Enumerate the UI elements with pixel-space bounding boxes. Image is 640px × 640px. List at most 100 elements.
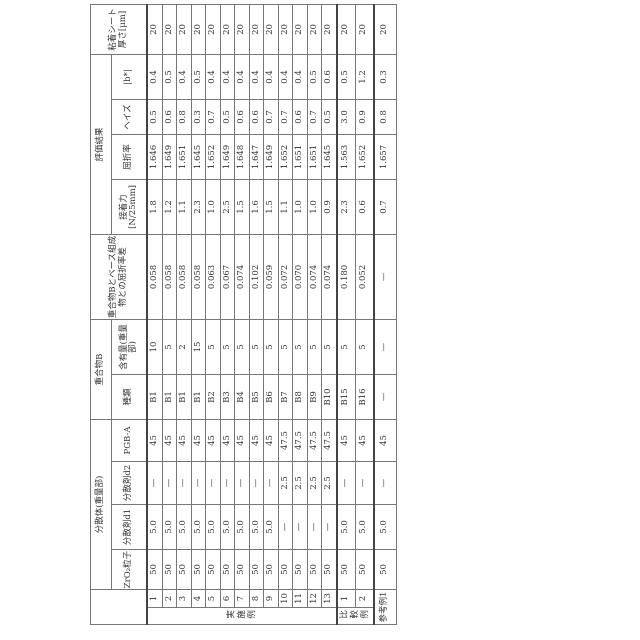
table-cell: 0.4 (249, 54, 264, 99)
table-cell: 6 (220, 590, 235, 608)
header-thickness: 粘着シート厚さ[μm] (91, 4, 148, 54)
table-cell: 0.5 (337, 54, 356, 99)
table-cell: 5.0 (355, 505, 374, 550)
table-cell: 0.9 (355, 99, 374, 134)
table-cell: 0.058 (147, 234, 162, 319)
table-cell: 0.5 (220, 99, 235, 134)
table-cell: 1.8 (147, 179, 162, 234)
table-cell: 0.6 (235, 99, 250, 134)
table-cell: 0.5 (307, 54, 322, 99)
corner-cell (91, 590, 148, 625)
table-cell: 0.102 (249, 234, 264, 319)
table-cell: — (249, 462, 264, 505)
table-cell: 0.074 (235, 234, 250, 319)
header-ri-diff: 重合物Bとベース組成物との屈折率差 (91, 234, 148, 319)
table-cell: 11 (293, 590, 308, 608)
header-b: |b*| (112, 54, 148, 99)
table-row: 1150—2.547.5B850.0701.01.6510.60.420 (293, 4, 308, 624)
table-cell: 45 (162, 419, 177, 461)
table-cell: 5 (355, 319, 374, 374)
table-cell: 5.0 (235, 505, 250, 550)
table-cell: 0.4 (293, 54, 308, 99)
table-cell: 0.6 (249, 99, 264, 134)
table-cell: 5.0 (162, 505, 177, 550)
table-cell: 1 (147, 590, 162, 608)
table-cell: 9 (264, 590, 279, 608)
table-cell: 50 (162, 550, 177, 590)
table-cell: 1.5 (264, 179, 279, 234)
table-cell: 0.074 (307, 234, 322, 319)
table-cell: 45 (220, 419, 235, 461)
table-cell: 50 (235, 550, 250, 590)
table-cell: 20 (278, 4, 293, 54)
table-cell: B8 (293, 374, 308, 419)
table-cell: 0.074 (322, 234, 337, 319)
results-table: 分散体(重量部) 重合物B 重合物Bとベース組成物との屈折率差 評価結果 粘着シ… (90, 4, 397, 625)
table-cell: 1.652 (206, 134, 221, 179)
table-cell: 45 (249, 419, 264, 461)
table-cell: 0.052 (355, 234, 374, 319)
table-cell: 1.563 (337, 134, 356, 179)
table-cell: 2.5 (278, 462, 293, 505)
table-cell: — (337, 462, 356, 505)
table-cell: 8 (249, 590, 264, 608)
table-cell: 50 (322, 550, 337, 590)
table-cell: — (264, 462, 279, 505)
table-cell: 1.0 (307, 179, 322, 234)
header-evaluation: 評価結果 (91, 54, 112, 234)
table-cell: — (147, 462, 162, 505)
table-cell: — (307, 505, 322, 550)
table-cell: 47.5 (293, 419, 308, 461)
table-cell: B3 (220, 374, 235, 419)
table-cell: 12 (307, 590, 322, 608)
table-cell: 1.6 (249, 179, 264, 234)
table-cell: 0.058 (191, 234, 206, 319)
table-cell: 10 (278, 590, 293, 608)
rotated-table: 分散体(重量部) 重合物B 重合物Bとベース組成物との屈折率差 評価結果 粘着シ… (90, 5, 390, 625)
table-row: 4505.0—45B1150.0582.31.6450.30.520 (191, 4, 206, 624)
table-cell: — (191, 462, 206, 505)
table-cell: 50 (177, 550, 192, 590)
table-row: 2505.0—45B150.0581.21.6490.60.520 (162, 4, 177, 624)
table-cell: B1 (162, 374, 177, 419)
table-cell: 5 (293, 319, 308, 374)
table-cell: B1 (191, 374, 206, 419)
table-cell: 3 (177, 590, 192, 608)
table-cell: 1.1 (177, 179, 192, 234)
table-cell: B10 (322, 374, 337, 419)
table-cell: 0.059 (264, 234, 279, 319)
table-cell: 0.6 (355, 179, 374, 234)
table-cell: 5 (249, 319, 264, 374)
table-cell: 45 (177, 419, 192, 461)
header-content: 含有量(重量部) (112, 319, 148, 374)
table-cell: 45 (191, 419, 206, 461)
table-cell: — (374, 319, 397, 374)
table-row: 8505.0—45B550.1021.61.6470.60.420 (249, 4, 264, 624)
table-cell: 50 (355, 550, 374, 590)
table-cell: B7 (278, 374, 293, 419)
table-cell: 0.072 (278, 234, 293, 319)
table-cell: 45 (355, 419, 374, 461)
table-cell: 47.5 (278, 419, 293, 461)
table-cell: 2.5 (307, 462, 322, 505)
header-dispersion: 分散体(重量部) (91, 419, 112, 589)
table-cell: 5 (307, 319, 322, 374)
table-row: 1050—2.547.5B750.0721.11.6520.70.420 (278, 4, 293, 624)
table-cell: 20 (191, 4, 206, 54)
table-cell: 45 (147, 419, 162, 461)
table-cell: — (162, 462, 177, 505)
table-cell: 5.0 (374, 505, 397, 550)
table-cell: 5 (278, 319, 293, 374)
header-adhesion: 接着力[N/25mm] (112, 179, 148, 234)
table-cell: — (355, 462, 374, 505)
table-cell: 0.4 (206, 54, 221, 99)
table-cell: B6 (264, 374, 279, 419)
table-cell: 0.5 (191, 54, 206, 99)
table-cell: 5.0 (249, 505, 264, 550)
table-cell: 45 (235, 419, 250, 461)
table-cell: 5.0 (220, 505, 235, 550)
table-cell: 20 (264, 4, 279, 54)
table-cell: 0.180 (337, 234, 356, 319)
table-cell: 0.6 (293, 99, 308, 134)
table-cell: 0.7 (278, 99, 293, 134)
